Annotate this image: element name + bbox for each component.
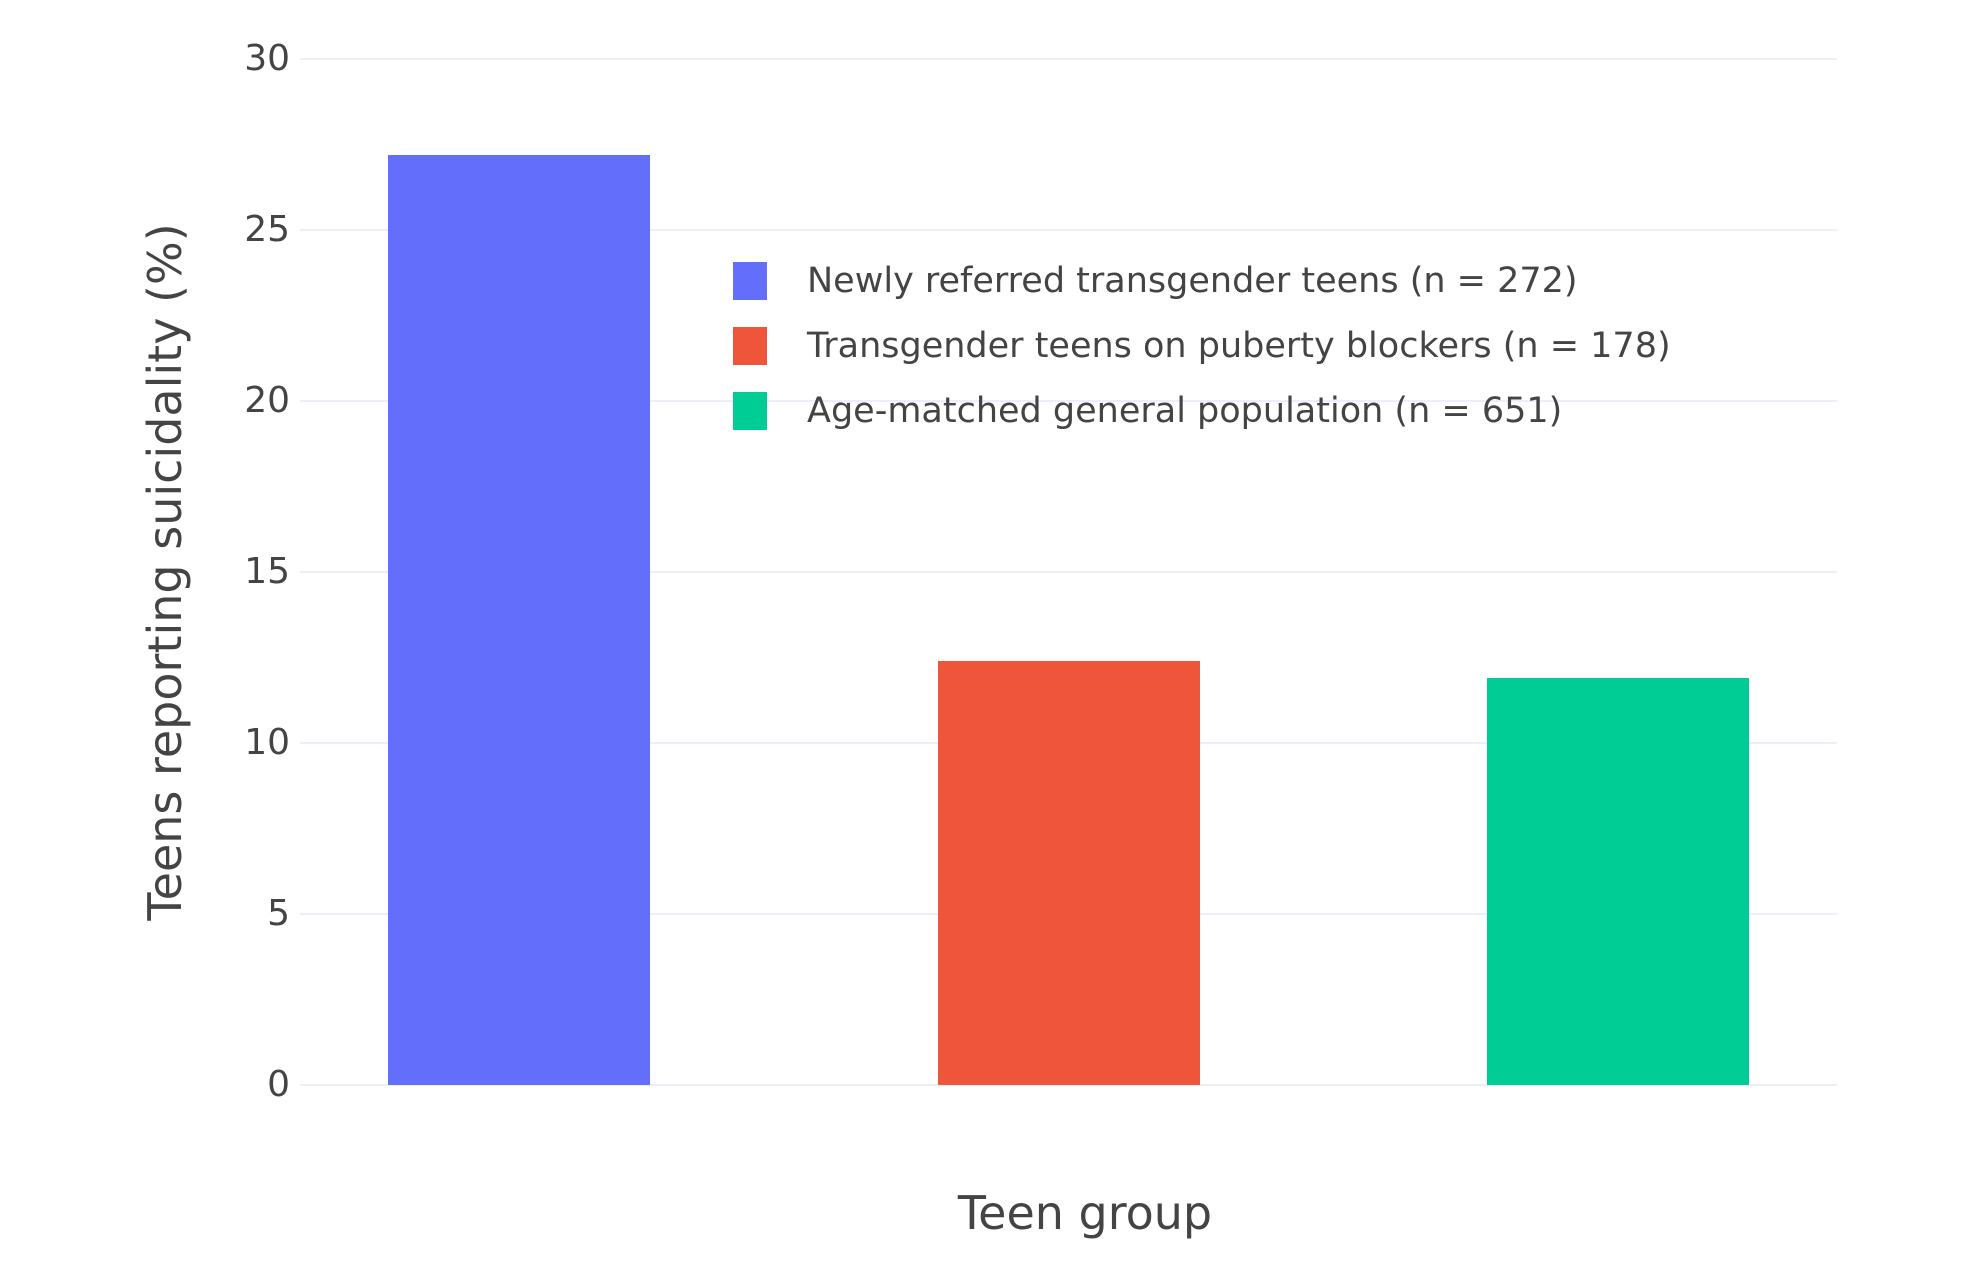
y-tick-label: 0: [267, 1064, 290, 1105]
x-axis-title: Teen group: [957, 1186, 1213, 1240]
gridline: [300, 58, 1837, 60]
y-tick-label: 30: [244, 38, 290, 79]
gridline: [300, 1084, 1837, 1086]
legend-label: Age-matched general population (n = 651): [807, 391, 1563, 431]
legend-label: Newly referred transgender teens (n = 27…: [807, 261, 1578, 301]
y-tick-label: 5: [267, 893, 290, 934]
bar-transgender-teens-on-puberty-blockers[interactable]: [938, 660, 1200, 1085]
legend-label: Transgender teens on puberty blockers (n…: [807, 326, 1671, 366]
gridline: [300, 400, 1837, 402]
legend-swatch-icon: [733, 327, 767, 365]
bar-newly-referred-transgender-teens[interactable]: [388, 154, 650, 1085]
gridline: [300, 229, 1837, 231]
legend-item-puberty-blockers[interactable]: Transgender teens on puberty blockers (n…: [733, 326, 1671, 366]
y-tick-label: 25: [244, 209, 290, 250]
bar-age-matched-general-population[interactable]: [1487, 678, 1749, 1085]
gridline: [300, 571, 1837, 573]
legend-item-general-population[interactable]: Age-matched general population (n = 651): [733, 391, 1671, 431]
legend: Newly referred transgender teens (n = 27…: [733, 261, 1671, 457]
legend-item-newly-referred[interactable]: Newly referred transgender teens (n = 27…: [733, 261, 1671, 301]
legend-swatch-icon: [733, 262, 767, 300]
y-tick-label: 15: [244, 551, 290, 592]
y-tick-label: 20: [244, 380, 290, 421]
y-tick-label: 10: [244, 722, 290, 763]
legend-swatch-icon: [733, 392, 767, 430]
